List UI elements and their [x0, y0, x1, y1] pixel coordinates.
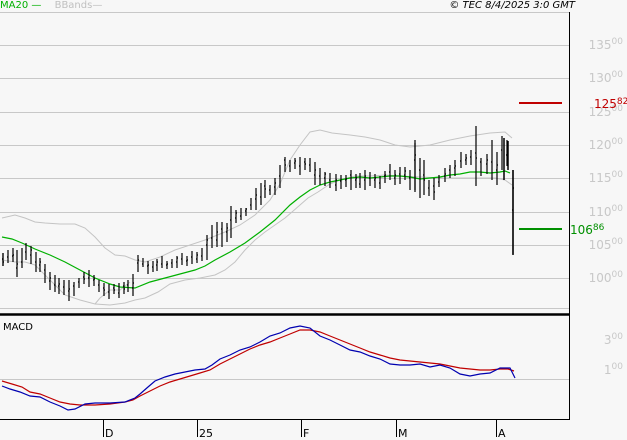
macd-signal-line [1, 329, 515, 406]
resistance-label: 12582 [594, 97, 627, 111]
price-grid [0, 12, 569, 380]
ohlc-bars [2, 126, 514, 301]
x-label-2025: 25 [199, 427, 213, 440]
ma20-line [1, 170, 511, 289]
price-label-12500: 12500 [588, 104, 623, 119]
legend-ma20: MA20 — [0, 0, 42, 11]
legend-bbands: BBands— [54, 0, 103, 11]
x-label-apr: A [498, 427, 506, 440]
chart-frame [0, 12, 570, 420]
support-label: 10686 [570, 223, 605, 237]
price-label-11500: 11500 [588, 170, 623, 185]
macd-line [1, 325, 516, 411]
x-label-mar: M [398, 427, 408, 440]
chart-legend: MA20 — BBands— [0, 0, 102, 12]
macd-title: MACD [3, 322, 33, 333]
copyright-timestamp: © TEC 8/4/2025 3:0 GMT [449, 0, 575, 11]
x-label-dec: D [105, 427, 114, 440]
price-label-10000: 10000 [588, 270, 623, 285]
price-label-12000: 12000 [588, 137, 623, 152]
price-label-10500: 10500 [588, 237, 623, 252]
price-label-11000: 11000 [588, 204, 623, 219]
x-label-feb: F [303, 427, 310, 440]
macd-label-300: 300 [603, 332, 623, 347]
price-label-13500: 13500 [588, 37, 623, 52]
macd-label-100: 100 [603, 362, 623, 377]
price-label-13000: 13000 [588, 70, 623, 85]
x-axis-ticks [103, 420, 497, 437]
